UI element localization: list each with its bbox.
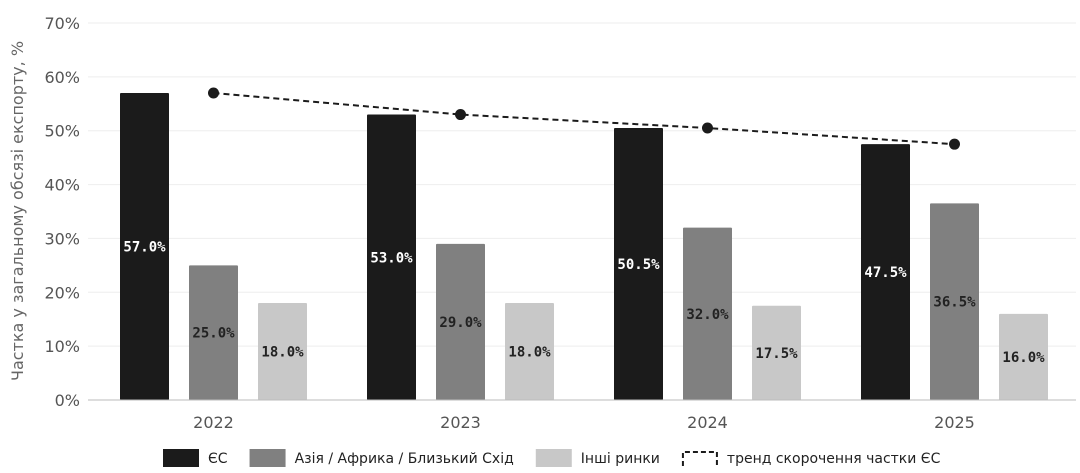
bars <box>120 93 1048 401</box>
bar-data-label: 17.5% <box>755 346 798 362</box>
legend-label: Азія / Африка / Близький Схід <box>295 451 514 467</box>
legend-label: тренд скорочення частки ЄС <box>727 451 941 467</box>
bar-data-label: 50.5% <box>617 257 660 273</box>
legend-label: Інші ринки <box>581 451 660 467</box>
bar <box>258 303 307 400</box>
bar <box>752 305 801 400</box>
data-labels: 57.0% 25.0% 18.0% 53.0% 29.0% 18.0% 50.5% 32.0%… <box>123 240 1045 366</box>
gridlines <box>88 22 1076 347</box>
bar <box>861 144 910 400</box>
bar <box>505 303 554 400</box>
y-tick-label: 70% <box>44 14 80 33</box>
y-axis-label: Частка у загальному обсязі експорту, % <box>8 41 27 381</box>
legend-swatch <box>249 449 286 467</box>
bar <box>999 313 1048 400</box>
legend-swatch <box>535 449 572 467</box>
bar-data-label: 18.0% <box>508 345 551 361</box>
bar-data-label: 25.0% <box>192 326 235 342</box>
x-tick-label: 2025 <box>934 413 975 432</box>
bar-data-label: 36.5% <box>933 295 976 311</box>
y-tick-label: 30% <box>44 229 80 248</box>
bar-data-label: 29.0% <box>439 315 482 331</box>
bar-data-label: 16.0% <box>1002 350 1045 366</box>
x-tick-label: 2024 <box>687 413 728 432</box>
bar-data-label: 18.0% <box>261 345 304 361</box>
trend-point <box>208 87 219 99</box>
trend-point <box>702 122 713 134</box>
bar <box>683 227 732 400</box>
bar-data-label: 57.0% <box>123 240 166 256</box>
x-tick-label: 2023 <box>440 413 481 432</box>
y-tick-label: 50% <box>44 122 80 141</box>
bar <box>614 128 663 400</box>
x-axis-ticks: 2022 2023 2024 2025 <box>193 413 975 432</box>
trend-point <box>949 138 960 150</box>
legend-swatch <box>163 449 199 467</box>
y-axis-ticks: 0% 10% 20% 30% 40% 50% 60% 70% <box>44 14 80 410</box>
y-tick-label: 20% <box>44 283 80 302</box>
bar <box>436 243 485 400</box>
legend: ЄС Азія / Африка / Близький Схід Інші ринк… <box>163 449 941 467</box>
y-tick-label: 10% <box>44 337 80 356</box>
y-tick-label: 60% <box>44 68 80 87</box>
bar-data-label: 47.5% <box>864 265 907 281</box>
trend-line-path <box>213 92 955 146</box>
x-tick-label: 2022 <box>193 413 234 432</box>
y-tick-label: 40% <box>44 176 80 195</box>
y-tick-label: 0% <box>55 391 80 410</box>
bar-data-label: 53.0% <box>370 250 413 266</box>
trend-point <box>455 109 466 121</box>
bar <box>930 203 979 400</box>
bar <box>120 93 169 400</box>
trend-line <box>208 87 960 150</box>
legend-swatch <box>681 451 718 466</box>
bar-data-label: 32.0% <box>686 307 729 323</box>
legend-label: ЄС <box>208 451 228 467</box>
bar <box>189 265 238 400</box>
bar <box>367 114 416 401</box>
